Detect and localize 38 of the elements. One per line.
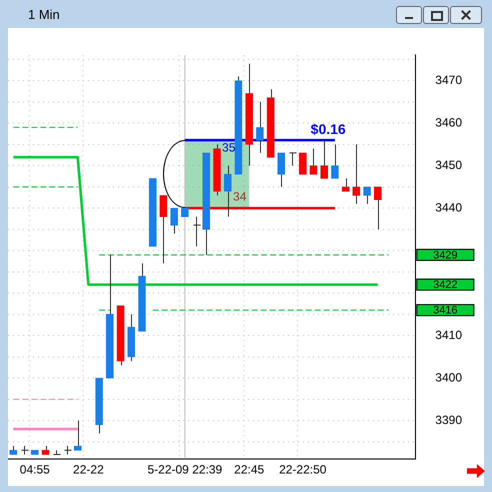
y-tick-label: 3410 [435,328,462,342]
candlestick [342,178,350,192]
x-tick-label: 22-22:50 [279,462,327,476]
candlestick [64,446,72,456]
x-tick-label: 04:55 [20,462,50,476]
x-tick-label: 22:45 [234,462,265,476]
x-tick-label: 22-22 [73,462,104,476]
y-tick-label: 3450 [435,158,462,172]
candlestick [74,420,82,451]
y-tick-label: 3460 [435,115,462,130]
y-tick-label: 3390 [435,412,462,427]
candlestick [160,194,168,264]
candlestick [363,186,371,204]
y-tick-label: 3440 [435,200,462,214]
candlestick [224,165,232,218]
candlestick [21,446,29,456]
candlestick [256,101,264,154]
candlestick [170,208,178,234]
candlestick [289,152,297,166]
candlestick [193,216,201,247]
annotation: 34 [233,189,247,204]
candlestick [374,186,382,230]
candlestick [320,140,328,179]
y-tick-label: 3400 [435,370,462,384]
candlestick [277,152,286,188]
x-tick-label: 5-22-09 22:39 [147,462,223,476]
candlestick [310,148,318,175]
chart-title: 1 Min [28,7,60,22]
candlestick [298,152,307,175]
candlestick [53,450,61,456]
candlestick [352,144,360,204]
text: 3422 [433,279,458,292]
y-tick-label: 3470 [435,73,462,88]
text: 3416 [433,304,458,317]
annotation: $0.16 [310,121,346,138]
candlestick [331,144,339,179]
annotation: 35 [222,140,236,154]
text: 3429 [433,249,458,262]
